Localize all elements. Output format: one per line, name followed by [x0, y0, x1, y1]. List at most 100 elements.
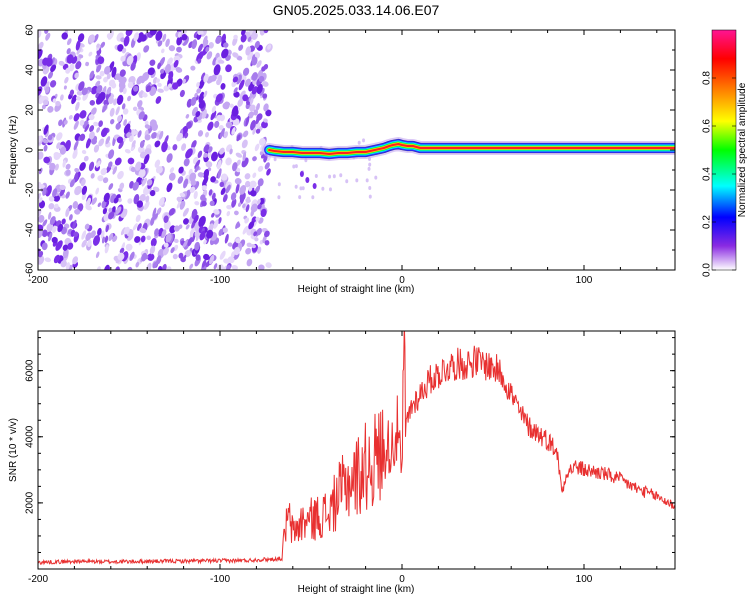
noise-blob — [97, 175, 104, 182]
noise-blob — [264, 240, 270, 246]
faint-point — [368, 194, 372, 199]
noise-blob — [214, 120, 220, 128]
noise-blob — [136, 200, 144, 208]
noise-blob — [191, 140, 197, 149]
noise-blob — [241, 139, 248, 149]
noise-blob — [120, 55, 126, 62]
noise-blob — [182, 239, 188, 248]
noise-blob — [43, 124, 49, 135]
noise-blob — [198, 91, 205, 103]
noise-blob — [187, 237, 193, 247]
noise-blob — [154, 140, 161, 148]
noise-blob — [221, 48, 229, 59]
noise-blob — [222, 194, 228, 203]
noise-blob — [203, 144, 210, 153]
noise-blob — [81, 185, 88, 195]
figure-title: GN05.2025.033.14.06.E07 — [273, 2, 440, 18]
colorbar-tick-label: 0.0 — [702, 263, 713, 277]
noise-blob — [117, 252, 125, 261]
noise-blob — [95, 251, 100, 259]
noise-blob — [85, 232, 92, 242]
noise-blob — [69, 63, 75, 72]
noise-blob — [42, 219, 48, 227]
noise-blob — [91, 85, 98, 95]
noise-blob — [172, 144, 178, 151]
ridge-upper-edge — [269, 138, 675, 150]
noise-blob — [178, 224, 183, 229]
noise-blob — [166, 182, 173, 193]
noise-blob — [260, 208, 267, 218]
noise-blob — [73, 113, 80, 122]
noise-blob — [139, 227, 147, 234]
noise-blob — [254, 40, 260, 49]
noise-blob — [189, 172, 197, 182]
noise-blob — [100, 41, 106, 48]
noise-blob — [115, 206, 122, 215]
ridge-side-blob — [305, 177, 310, 183]
noise-blob — [106, 86, 112, 95]
noise-blob — [170, 247, 175, 254]
noise-blob — [176, 46, 182, 53]
noise-blob — [176, 200, 182, 209]
noise-blob — [244, 217, 250, 224]
colorbar-tick-label: 0.8 — [702, 71, 713, 85]
noise-blob — [251, 243, 256, 249]
noise-blob — [198, 100, 206, 109]
noise-blob — [117, 115, 122, 122]
noise-blob — [95, 75, 102, 80]
faint-point — [328, 187, 332, 192]
noise-blob — [203, 152, 208, 158]
noise-blob — [38, 214, 45, 223]
noise-blob — [112, 166, 118, 175]
noise-blob — [156, 207, 162, 215]
noise-blob — [213, 64, 221, 76]
noise-blob — [85, 61, 90, 67]
noise-blob — [59, 184, 66, 191]
noise-blob — [55, 100, 61, 107]
noise-blob — [132, 130, 139, 135]
noise-blob — [115, 106, 120, 116]
noise-blob — [38, 95, 45, 105]
noise-blob — [57, 223, 64, 233]
noise-blob — [245, 247, 252, 255]
noise-blob — [100, 230, 105, 239]
noise-blob — [194, 92, 198, 98]
y-tick-label: -40 — [25, 222, 36, 237]
noise-blob — [64, 76, 69, 84]
noise-blob — [71, 94, 77, 105]
x-tick-label: 100 — [576, 574, 593, 585]
noise-blob — [87, 197, 92, 204]
noise-blob — [141, 76, 146, 84]
noise-blob — [38, 41, 44, 50]
noise-blob — [198, 78, 205, 90]
noise-blob — [173, 55, 181, 63]
noise-blob — [66, 48, 71, 55]
noise-blob — [203, 90, 208, 98]
noise-blob — [161, 263, 167, 270]
noise-blob — [42, 187, 47, 196]
noise-blob — [163, 242, 169, 248]
noise-blob — [211, 151, 218, 162]
faint-point — [368, 185, 372, 190]
noise-blob — [76, 46, 82, 55]
x-tick-label: 0 — [399, 275, 405, 286]
noise-blob — [114, 157, 122, 166]
noise-blob — [193, 214, 199, 224]
noise-blob — [256, 113, 263, 121]
noise-blob — [208, 189, 213, 196]
noise-blob — [236, 134, 241, 142]
colorbar-gradient — [711, 29, 737, 271]
noise-blob — [41, 104, 47, 110]
noise-blob — [239, 184, 247, 195]
y-tick-label: 40 — [25, 64, 36, 76]
noise-blob — [108, 95, 114, 105]
noise-blob — [97, 227, 102, 236]
noise-blob — [144, 120, 149, 126]
noise-blob — [80, 178, 86, 187]
noise-blob — [242, 94, 249, 102]
y-tick-label: 2000 — [25, 491, 36, 514]
noise-blob — [209, 254, 215, 265]
faint-point — [277, 182, 281, 187]
noise-blob — [108, 211, 115, 220]
noise-blob — [61, 32, 68, 40]
